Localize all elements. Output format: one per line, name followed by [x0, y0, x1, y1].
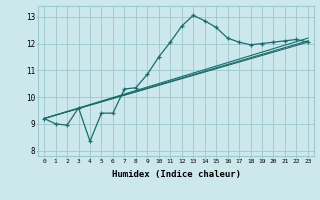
X-axis label: Humidex (Indice chaleur): Humidex (Indice chaleur) — [111, 170, 241, 179]
